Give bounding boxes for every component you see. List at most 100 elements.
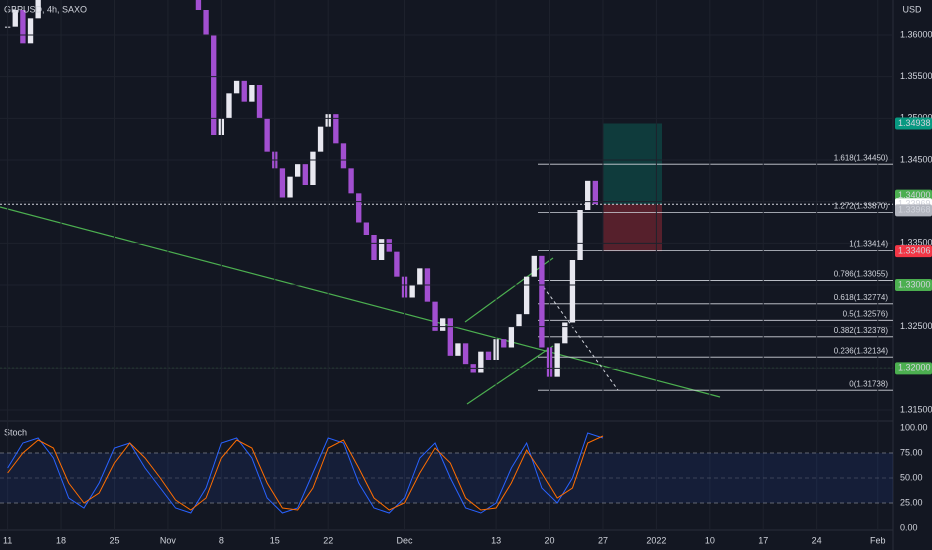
candle <box>554 343 560 377</box>
candle <box>363 222 370 235</box>
stoch-tick-label: 50.00 <box>900 472 923 482</box>
candle <box>12 10 18 27</box>
price-tag-label: 1.34938 <box>898 118 931 128</box>
stoch-tick-label: 100.00 <box>900 422 928 432</box>
candle <box>340 143 347 169</box>
stoch-title: Stoch <box>4 427 27 437</box>
stoch-tick-label: 0.00 <box>900 522 918 532</box>
chart-title: GBPUSD, 4h, SAXO <box>4 4 87 14</box>
candle <box>523 276 530 315</box>
trend-line <box>464 257 554 323</box>
candle <box>264 118 270 152</box>
candle <box>592 180 599 205</box>
candle <box>562 322 568 344</box>
candle <box>485 351 492 360</box>
candle <box>317 126 324 152</box>
y-tick-label: 1.36000 <box>900 29 932 39</box>
candle <box>294 164 301 177</box>
x-tick-label: Nov <box>160 535 177 545</box>
price-tag-label: 1.33969 <box>898 199 931 209</box>
price-tag-label: 1.33000 <box>898 279 931 289</box>
price-pane <box>0 0 893 391</box>
candle <box>394 251 400 277</box>
candle <box>226 93 232 119</box>
candle <box>432 301 438 331</box>
x-tick-label: 20 <box>545 535 555 545</box>
stoch-tick-label: 75.00 <box>900 447 923 457</box>
price-tag-label: 1.33968 <box>898 205 931 215</box>
candle <box>287 176 293 198</box>
fib-label: 0.236(1.32134) <box>834 346 889 355</box>
x-tick-label: 18 <box>56 535 66 545</box>
fib-label: 1.272(1.33870) <box>834 202 889 211</box>
fib-label: 0.382(1.32378) <box>834 326 889 335</box>
candle <box>440 318 446 331</box>
candle <box>310 151 316 185</box>
candle <box>356 193 362 223</box>
fib-label: 0(1.31738) <box>849 379 888 388</box>
fib-label: 0.618(1.32774) <box>834 293 889 302</box>
x-tick-label: 10 <box>705 535 715 545</box>
candle <box>569 260 576 323</box>
x-tick-label: 8 <box>219 535 224 545</box>
price-tag-label: 1.32000 <box>898 363 931 373</box>
fib-label: 0.786(1.33055) <box>834 270 889 279</box>
candle <box>203 10 209 35</box>
candle <box>447 318 453 356</box>
trend-line <box>466 345 554 405</box>
price-tag-label: 1.33406 <box>898 246 931 256</box>
candle <box>302 164 308 185</box>
projection-line <box>539 281 619 391</box>
x-tick-label: 11 <box>3 535 12 545</box>
candle <box>233 80 240 94</box>
price-tag <box>895 245 932 258</box>
candle <box>371 235 377 260</box>
candle <box>455 343 461 356</box>
candle <box>27 18 34 44</box>
price-tag <box>895 117 932 130</box>
candle <box>20 10 26 44</box>
fib-label: 1.618(1.34450) <box>834 153 889 162</box>
x-tick-label: 25 <box>109 535 119 545</box>
x-tick-label: Feb <box>870 535 886 545</box>
candle <box>333 114 339 144</box>
candle <box>386 239 392 252</box>
position-stop <box>603 204 662 252</box>
price-tag-label: 1.34000 <box>898 190 931 200</box>
x-tick-label: Dec <box>397 535 414 545</box>
candle <box>35 0 41 19</box>
x-tick-label: 2022 <box>646 535 666 545</box>
candle <box>577 210 583 260</box>
fib-label: 0.5(1.32576) <box>843 309 889 318</box>
drawings <box>0 206 721 405</box>
y-tick-label: 1.33500 <box>900 238 932 248</box>
stoch-tick-label: 25.00 <box>900 497 923 507</box>
candle <box>417 268 423 285</box>
candle <box>508 326 515 348</box>
candle <box>241 80 247 102</box>
candle <box>348 168 354 194</box>
x-tick-label: 24 <box>812 535 822 545</box>
y-tick-label: 1.34500 <box>900 154 932 164</box>
price-tag <box>895 204 932 217</box>
x-tick-label: 27 <box>598 535 608 545</box>
candle <box>516 314 522 327</box>
y-tick-label: 1.35500 <box>900 71 932 81</box>
candle <box>462 343 469 365</box>
price-tag <box>895 279 932 291</box>
x-tick-label: 15 <box>270 535 280 545</box>
candle <box>501 339 507 348</box>
fib-label: 1(1.33414) <box>849 240 888 249</box>
stoch-line <box>7 432 604 514</box>
candle <box>378 239 385 260</box>
candle <box>531 255 537 277</box>
y-tick-label: 1.31500 <box>900 404 932 414</box>
candle <box>195 0 202 10</box>
candle <box>256 85 263 119</box>
candle <box>211 35 217 135</box>
price-tag <box>895 362 932 375</box>
candle <box>478 351 484 373</box>
candle <box>585 180 591 210</box>
